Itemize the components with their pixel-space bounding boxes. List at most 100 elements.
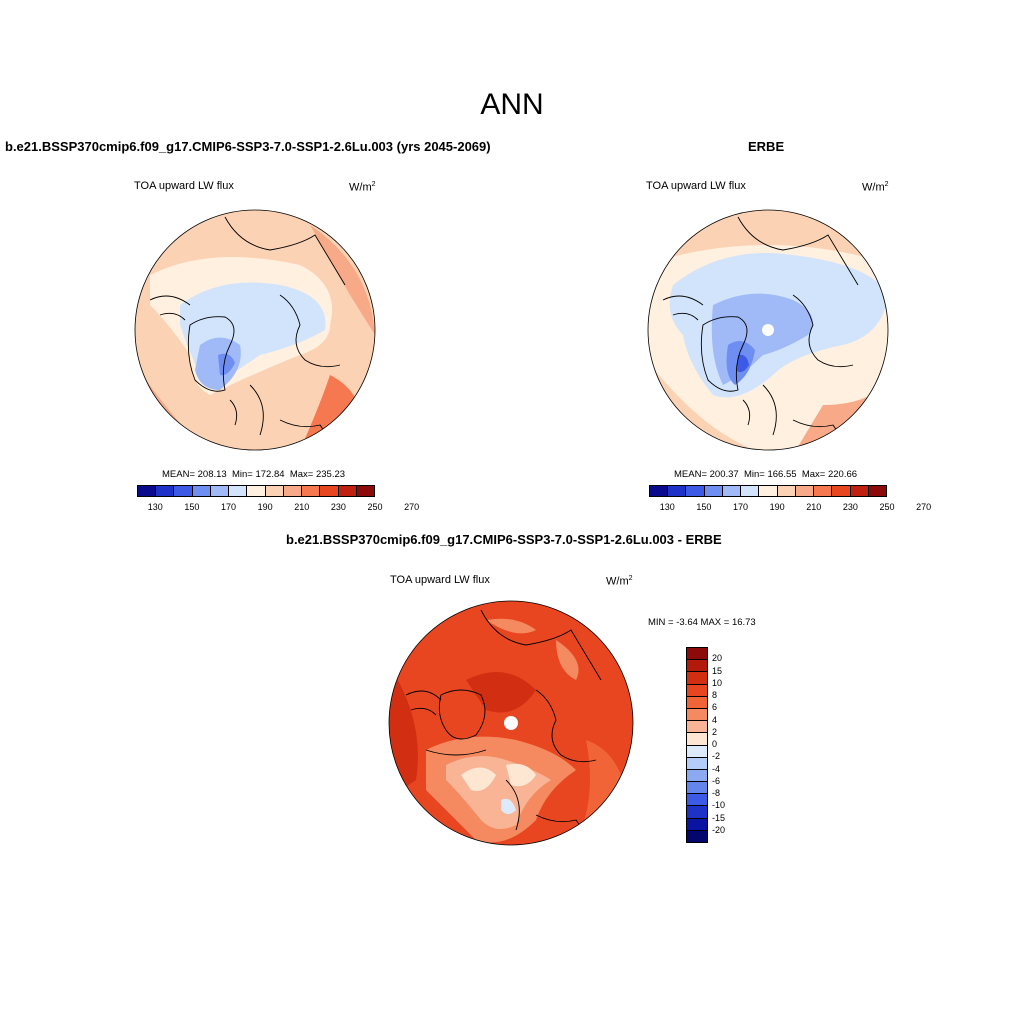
diff-colorbar-swatch [687, 672, 707, 685]
right-colorbar-label: 170 [733, 502, 749, 512]
left-colorbar-label: 170 [221, 502, 237, 512]
left-colorbar-swatch [283, 486, 303, 496]
diff-colorbar-swatch [687, 806, 707, 819]
right-colorbar-swatch [741, 486, 760, 496]
left-colorbar-swatch [210, 486, 230, 496]
right-colorbar-labels: 130 150 170 190 210 230 250 270 [649, 502, 931, 514]
diff-colorbar-label: -2 [712, 751, 721, 762]
left-colorbar-swatches [137, 485, 375, 497]
left-colorbar-label: 210 [294, 502, 310, 512]
diff-colorbar-swatch [687, 708, 707, 722]
right-case-title: ERBE [748, 139, 785, 154]
diff-colorbar-label: 20 [712, 653, 723, 664]
left-colorbar-label: 270 [404, 502, 420, 512]
left-units-text: W/m [349, 181, 372, 194]
diff-colorbar-swatch [687, 721, 707, 734]
diff-colorbar-swatch [687, 660, 707, 673]
diff-colorbar-label: 4 [712, 714, 718, 725]
left-colorbar-label: 150 [184, 502, 200, 512]
right-min: Min= 166.55 [743, 469, 797, 480]
left-colorbar-label: 250 [367, 502, 383, 512]
diff-colorbar-label: 8 [712, 690, 718, 700]
left-colorbar-swatch [302, 486, 321, 496]
diff-colorbar-label: 2 [712, 726, 718, 737]
left-colorbar: 130 150 170 190 210 230 250 270 [137, 485, 419, 515]
left-colorbar-swatch [229, 486, 248, 496]
diff-colorbar-label: -10 [712, 800, 726, 811]
right-colorbar-swatch [668, 486, 687, 496]
diff-colorbar-label: 15 [712, 665, 723, 676]
right-colorbar-label: 130 [659, 502, 675, 512]
right-max: Max= 220.66 [801, 469, 858, 480]
right-colorbar-swatch [704, 486, 723, 496]
left-units-label: W/m2 [349, 181, 376, 194]
right-colorbar-swatch [814, 486, 833, 496]
right-colorbar-label: 230 [842, 502, 858, 512]
diff-colorbar-swatches [686, 647, 708, 843]
diff-colorbar-swatch [687, 769, 707, 783]
left-max: Max= 235.23 [289, 469, 346, 480]
right-colorbar: 130 150 170 190 210 230 250 270 [649, 485, 931, 515]
diff-units-text: W/m [606, 575, 629, 588]
diff-pole-hole [504, 716, 518, 730]
right-colorbar-swatch [686, 486, 705, 496]
diff-map-boundary [388, 600, 634, 846]
left-colorbar-swatch [247, 486, 266, 496]
diff-polar-map [388, 600, 634, 846]
right-units-sup: 2 [884, 181, 889, 188]
right-pole-hole [762, 324, 774, 336]
right-colorbar-swatch [777, 486, 796, 496]
left-colorbar-label: 190 [257, 502, 273, 512]
left-colorbar-swatch [156, 486, 175, 496]
left-polar-map [134, 209, 376, 451]
right-colorbar-swatch [759, 486, 778, 496]
diff-variable-label: TOA upward LW flux [390, 574, 490, 586]
diff-units-label: W/m2 [606, 575, 633, 588]
left-map-boundary [134, 209, 376, 451]
left-min: Min= 172.84 [231, 469, 285, 480]
diff-colorbar-label: 10 [712, 677, 723, 688]
left-stats: MEAN= 208.13 Min= 172.84 Max= 235.23 [162, 469, 345, 480]
left-colorbar-swatch [265, 486, 284, 496]
left-colorbar-swatch [192, 486, 211, 496]
diff-colorbar-swatch [687, 818, 707, 831]
diff-colorbar-swatch [687, 648, 707, 661]
diff-colorbar-label: -8 [712, 788, 721, 798]
right-units-label: W/m2 [862, 181, 889, 194]
right-colorbar-label: 210 [806, 502, 822, 512]
right-map-boundary [647, 209, 889, 451]
right-colorbar-label: 190 [769, 502, 785, 512]
left-colorbar-swatch [174, 486, 193, 496]
diff-colorbar: 20 15 10 8 6 4 2 0 -2 -4 -6 -8 -10 -15 -20 [686, 647, 746, 845]
diff-colorbar-swatch [687, 684, 707, 697]
diff-colorbar-swatch [687, 733, 707, 746]
diff-colorbar-label: -6 [712, 775, 721, 786]
diff-colorbar-label: -20 [712, 824, 726, 835]
left-colorbar-swatch [138, 486, 157, 496]
diff-case-title: b.e21.BSSP370cmip6.f09_g17.CMIP6-SSP3-7.… [286, 532, 722, 547]
right-polar-map [647, 209, 889, 451]
diff-colorbar-swatch [687, 745, 707, 758]
left-colorbar-labels: 130 150 170 190 210 230 250 270 [137, 502, 419, 514]
right-colorbar-swatch [832, 486, 851, 496]
diff-colorbar-swatch [687, 830, 707, 842]
diff-colorbar-swatch [687, 794, 707, 807]
left-colorbar-swatch [338, 486, 357, 496]
diff-minmax: MIN = -3.64 MAX = 16.73 [648, 617, 756, 628]
right-units-text: W/m [862, 181, 885, 194]
diff-units-sup: 2 [628, 575, 633, 582]
diff-colorbar-label: 0 [712, 739, 718, 749]
diff-colorbar-swatch [687, 696, 707, 709]
right-colorbar-swatch [722, 486, 742, 496]
right-colorbar-swatches [649, 485, 887, 497]
right-colorbar-swatch [868, 486, 887, 496]
diff-colorbar-label: -15 [712, 812, 726, 823]
right-stats: MEAN= 200.37 Min= 166.55 Max= 220.66 [674, 469, 857, 480]
right-colorbar-swatch [795, 486, 815, 496]
page-title: ANN [480, 88, 544, 121]
left-colorbar-label: 230 [330, 502, 346, 512]
left-colorbar-swatch [320, 486, 339, 496]
left-case-title: b.e21.BSSP370cmip6.f09_g17.CMIP6-SSP3-7.… [5, 139, 491, 154]
diff-colorbar-swatch [687, 782, 707, 795]
diff-colorbar-label: -4 [712, 763, 721, 774]
